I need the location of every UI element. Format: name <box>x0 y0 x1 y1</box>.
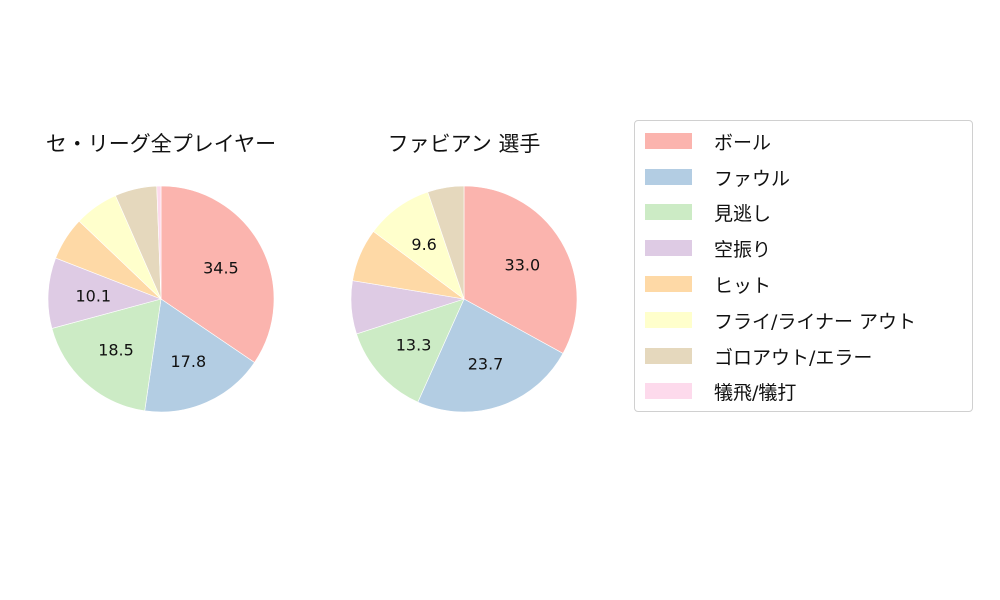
pie-slice <box>156 185 162 300</box>
legend-label: ボール <box>714 131 772 154</box>
legend-swatch <box>645 240 692 256</box>
pie-slice-label: 18.5 <box>98 341 134 360</box>
pie-slice <box>463 185 578 354</box>
pie-slice <box>417 298 564 413</box>
pie-slice-label: 9.6 <box>411 235 436 254</box>
pie-chart-player: 33.0 23.7 13.3 9.6 <box>350 185 578 413</box>
pie-slice <box>144 298 255 413</box>
legend-label: ヒット <box>714 274 772 297</box>
legend: ボール ファウル 見逃し 空振り ヒット フライ/ライナー アウト ゴロアウト/… <box>634 120 973 412</box>
legend-item-sacrifice: 犠飛/犠打 <box>645 378 796 404</box>
pie-slice-label: 13.3 <box>396 335 432 354</box>
legend-label: ファウル <box>714 167 791 190</box>
legend-swatch <box>645 383 692 399</box>
legend-label: フライ/ライナー アウト <box>714 310 917 333</box>
pie-slice <box>51 298 162 412</box>
legend-label: ゴロアウト/エラー <box>714 346 873 369</box>
pie-slice-label: 17.8 <box>171 352 207 371</box>
legend-item-foul: ファウル <box>645 164 790 190</box>
pie-slice <box>47 257 162 329</box>
legend-swatch <box>645 204 692 220</box>
chart-title-league: セ・リーグ全プレイヤー <box>45 132 277 156</box>
legend-label: 見逃し <box>714 202 772 225</box>
legend-swatch <box>645 169 692 185</box>
pie-slice-label: 34.5 <box>203 258 239 277</box>
legend-swatch <box>645 276 692 292</box>
pie-slice-label: 10.1 <box>75 286 111 305</box>
chart-title-player: ファビアン 選手 <box>387 132 541 156</box>
legend-label: 空振り <box>714 238 772 261</box>
legend-item-fly-liner-out: フライ/ライナー アウト <box>645 307 916 333</box>
legend-item-called-strike: 見逃し <box>645 199 771 225</box>
legend-swatch <box>645 312 692 328</box>
legend-item-grounder-error: ゴロアウト/エラー <box>645 343 872 369</box>
legend-item-ball: ボール <box>645 128 771 154</box>
legend-item-swinging-strike: 空振り <box>645 235 771 261</box>
legend-label: 犠飛/犠打 <box>714 381 797 404</box>
legend-swatch <box>645 133 692 149</box>
pie-slice <box>427 185 465 300</box>
legend-swatch <box>645 348 692 364</box>
pie-slice-label: 23.7 <box>468 354 504 373</box>
pie-slice <box>356 298 465 403</box>
pie-slice-label: 33.0 <box>505 255 541 274</box>
pie-chart-league: 34.5 17.8 18.5 10.1 <box>47 185 275 413</box>
pie-slice <box>160 185 275 363</box>
legend-item-hit: ヒット <box>645 271 771 297</box>
